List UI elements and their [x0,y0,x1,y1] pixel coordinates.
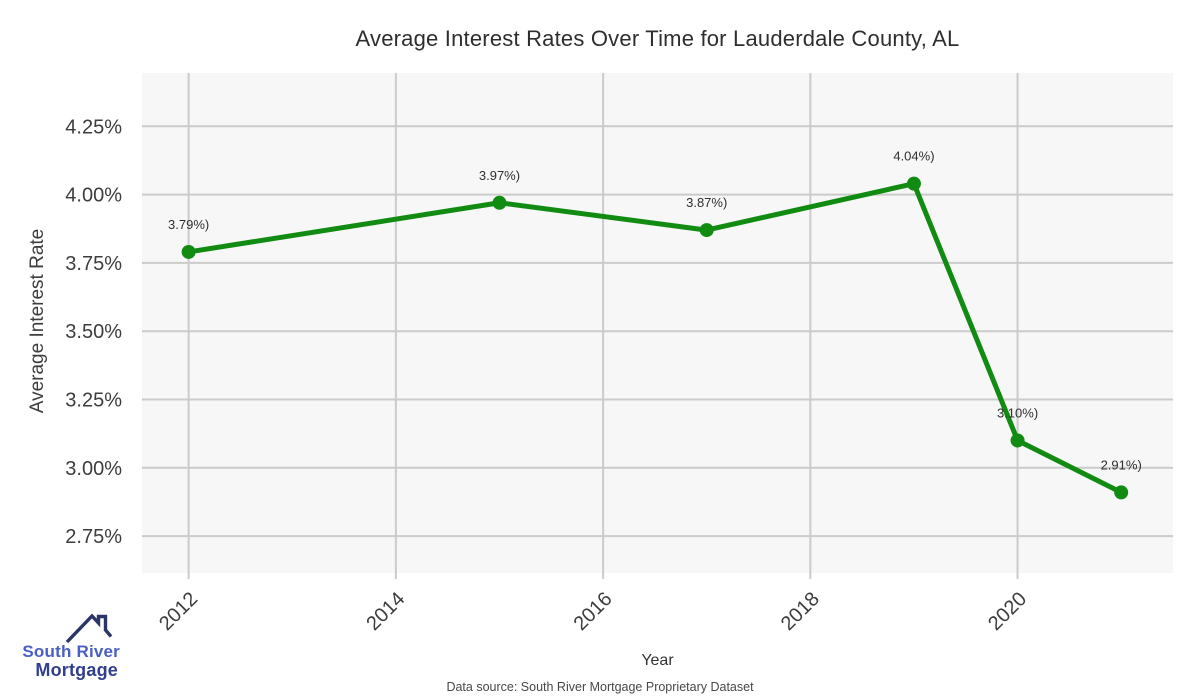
x-axis-title: Year [641,652,674,669]
data-point-label: 2.91%) [1101,457,1142,472]
y-tick-label: 4.25% [65,116,122,138]
data-point-label: 3.10%) [997,405,1038,420]
x-tick-label: 2012 [155,588,202,635]
x-tick-label: 2020 [984,588,1031,635]
logo: South River Mortgage [22,610,120,685]
data-point [1114,485,1129,500]
y-tick-label: 3.25% [65,390,122,412]
x-tick-label: 2016 [570,588,617,635]
trend-line [186,181,1124,495]
logo-text-mortgage: Mortgage [35,660,118,680]
data-point [906,176,921,191]
x-tick-label: 2014 [362,588,409,635]
y-tick-label: 3.00% [65,458,122,480]
y-tick-label: 4.00% [65,185,122,207]
data-point [699,223,714,238]
data-point-label: 4.04%) [893,149,934,164]
data-point-label: 3.97%) [479,168,520,183]
chart-title: Average Interest Rates Over Time for Lau… [355,26,960,51]
data-point [492,195,507,210]
plot-area [142,73,1173,573]
x-tick-label: 2018 [777,588,824,635]
y-tick-label: 3.50% [65,321,122,343]
y-tick-label: 3.75% [65,253,122,275]
data-point [1010,433,1025,448]
data-point-label: 3.87%) [686,195,727,210]
house-roof-icon [65,613,113,644]
data-point-label: 3.79%) [168,217,209,232]
y-tick-label: 2.75% [65,526,122,548]
data-source-note: Data source: South River Mortgage Propri… [446,680,754,694]
logo-text-south-river: South River [22,642,120,661]
data-point [181,244,196,259]
y-axis-title: Average Interest Rate [27,228,48,414]
